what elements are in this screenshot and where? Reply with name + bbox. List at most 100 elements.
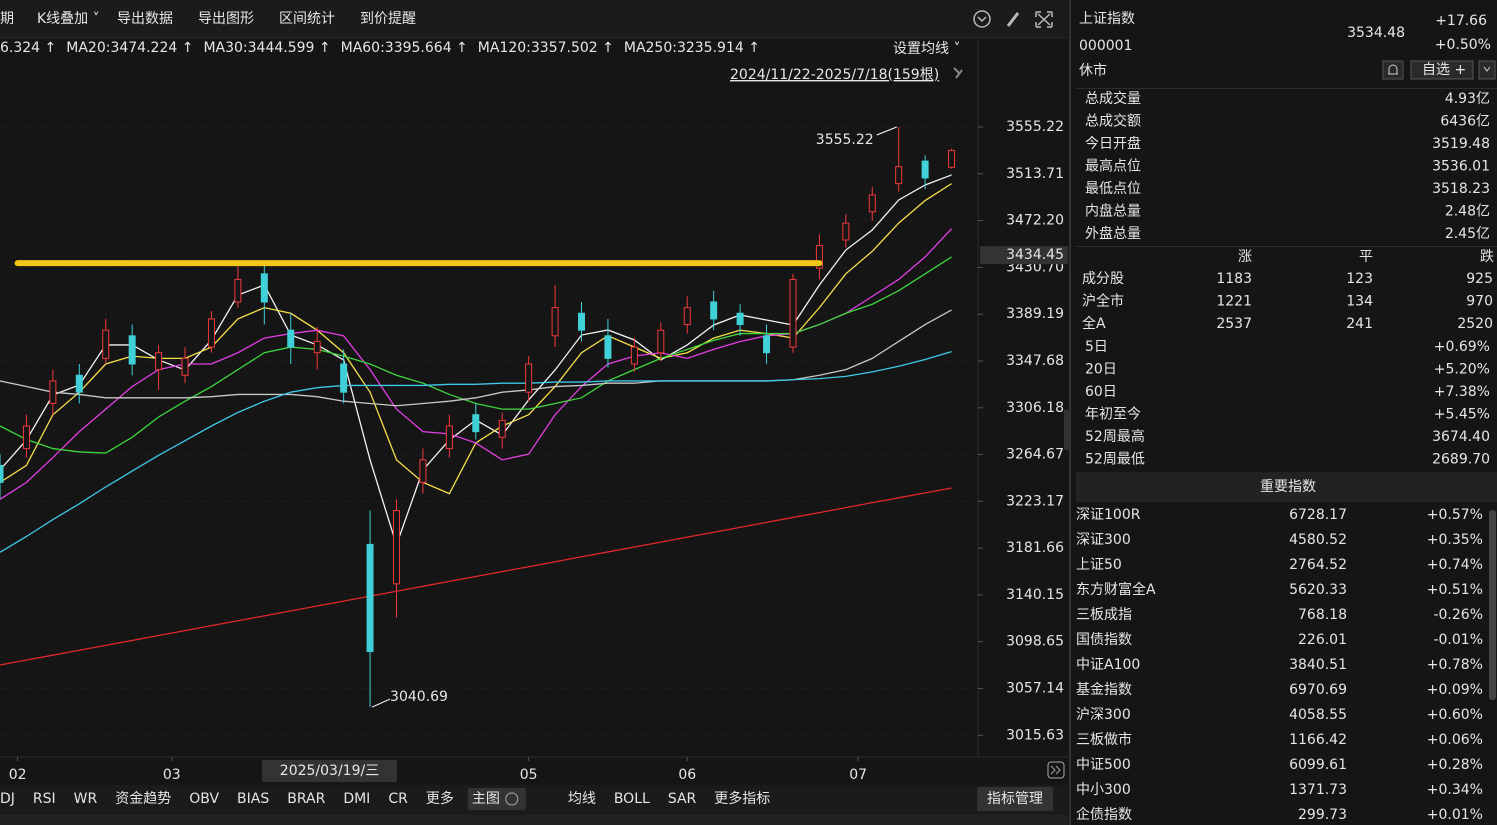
index-name[interactable]: 上证50 — [1076, 557, 1122, 573]
indices-title: 重要指数 — [1260, 479, 1316, 495]
stat-label: 总成交额 — [1085, 113, 1141, 130]
indicator-tab[interactable]: DJ — [0, 791, 15, 807]
legend-entry: MA60:3395.664 ↑ — [341, 40, 468, 56]
watch-button-label[interactable]: 自选 + — [1422, 62, 1466, 78]
icon-collapse[interactable] — [973, 10, 991, 28]
stat-value: 3518.23 — [1432, 181, 1490, 197]
ma-settings[interactable]: 设置均线 ˅ — [893, 41, 960, 57]
index-change: +0.01% — [1427, 807, 1483, 823]
index-value: 4580.52 — [1289, 532, 1347, 548]
index-change: +0.78% — [1427, 657, 1483, 673]
candle-body — [392, 510, 400, 585]
watch-button[interactable] — [1410, 60, 1474, 80]
candle-body — [472, 414, 480, 433]
candle-body — [657, 329, 665, 354]
indicator-tab[interactable]: 均线 — [568, 791, 596, 807]
toolbar-item[interactable]: K线叠加 ˅ — [37, 11, 100, 27]
candle-body — [49, 380, 57, 404]
indicator-tab[interactable]: BIAS — [237, 791, 269, 807]
toolbar-item[interactable]: 到价提醒 — [360, 11, 416, 27]
quote-code: 000001 — [1079, 38, 1132, 54]
indicator-tab[interactable]: WR — [74, 791, 98, 807]
icon-fullscreen[interactable] — [1035, 11, 1053, 28]
toolbar-item[interactable]: 导出数据 — [117, 11, 173, 27]
toolbar-item[interactable]: 导出图形 — [198, 11, 254, 27]
stat-label: 最高点位 — [1085, 158, 1141, 175]
indicator-tab[interactable]: RSI — [33, 791, 56, 807]
candle-body — [128, 335, 136, 365]
index-name[interactable]: 企债指数 — [1076, 806, 1132, 823]
index-value: 4058.55 — [1289, 707, 1347, 723]
breadth-up: 1221 — [1216, 294, 1252, 310]
candle-body — [895, 166, 903, 185]
crosshair-label: 2025/03/19/三 — [280, 763, 379, 779]
index-name[interactable]: 三板做市 — [1076, 731, 1132, 748]
breadth-down: 2520 — [1457, 316, 1493, 332]
quote-status: 休市 — [1079, 62, 1107, 79]
quote-change: +17.66 — [1435, 13, 1487, 29]
more-icon — [1483, 66, 1491, 72]
y-tick-label: 3555.22 — [1006, 119, 1064, 135]
icon-expand-arrows — [1050, 765, 1061, 775]
breadth-label: 沪全市 — [1082, 293, 1124, 310]
index-name[interactable]: 中小300 — [1076, 782, 1131, 798]
return-label: 52周最低 — [1085, 452, 1145, 468]
indicator-tab[interactable]: 更多 — [426, 790, 454, 807]
price-tag: 3434.45 — [1006, 247, 1064, 263]
bottom-strip — [0, 815, 1068, 825]
indicator-tab[interactable]: OBV — [189, 791, 219, 807]
candle-body — [842, 222, 850, 241]
breadth-label: 全A — [1082, 315, 1106, 332]
legend-entry: MA120:3357.502 ↑ — [478, 40, 614, 56]
index-name[interactable]: 中证500 — [1076, 757, 1131, 773]
index-name[interactable]: 深证100R — [1076, 507, 1141, 523]
return-value: 3674.40 — [1432, 429, 1490, 445]
index-value: 1371.73 — [1289, 782, 1347, 798]
indicator-tab[interactable]: 主图 — [472, 791, 500, 807]
indicator-tab[interactable]: SAR — [668, 791, 697, 807]
bell-button[interactable] — [1382, 60, 1404, 80]
index-name[interactable]: 国债指数 — [1076, 632, 1132, 648]
index-name[interactable]: 中证A100 — [1076, 657, 1140, 673]
index-change: -0.01% — [1433, 632, 1483, 648]
indicator-tab[interactable]: CR — [388, 791, 408, 807]
candle-body — [207, 318, 215, 348]
index-name[interactable]: 沪深300 — [1076, 707, 1131, 723]
stat-value: 4.93亿 — [1445, 91, 1490, 107]
icon-collapse-arrow — [977, 16, 987, 23]
icon-pin[interactable] — [953, 67, 963, 79]
indicator-tab[interactable]: DMI — [343, 791, 370, 807]
candle-body — [366, 543, 374, 652]
high-annotation: 3555.22 — [816, 132, 874, 148]
breadth-flat: 123 — [1346, 271, 1373, 287]
toolbar-item[interactable]: 区间统计 — [279, 11, 335, 27]
candle-body — [789, 278, 797, 348]
indicator-tab[interactable]: 更多指标 — [714, 790, 770, 807]
candle-body — [763, 335, 771, 354]
index-name[interactable]: 深证300 — [1076, 532, 1131, 548]
x-tick-label: 02 — [9, 767, 27, 783]
panel-handle[interactable] — [1064, 410, 1070, 450]
toolbar-item[interactable]: 期 — [0, 11, 14, 27]
index-name[interactable]: 三板成指 — [1076, 607, 1132, 623]
index-change: +0.57% — [1427, 507, 1483, 523]
scrollbar[interactable] — [1489, 510, 1496, 700]
manage-bg[interactable] — [977, 787, 1053, 811]
ma-line — [0, 350, 952, 553]
x-tick-label: 06 — [678, 767, 696, 783]
index-name[interactable]: 东方财富全A — [1076, 581, 1156, 598]
index-value: 768.18 — [1298, 607, 1347, 623]
indicator-tab[interactable]: BOLL — [614, 791, 650, 807]
low-annotation: 3040.69 — [390, 689, 448, 705]
return-label: 60日 — [1085, 384, 1117, 400]
breadth-header: 跌 — [1480, 249, 1494, 265]
icon-expand[interactable] — [1047, 761, 1065, 779]
breadth-down: 925 — [1466, 271, 1493, 287]
indicator-manage[interactable]: 指标管理 — [987, 791, 1043, 807]
indicator-tab[interactable]: BRAR — [287, 791, 325, 807]
indicator-tab[interactable]: 资金趋势 — [115, 791, 171, 807]
more-button[interactable] — [1478, 60, 1496, 80]
index-name[interactable]: 基金指数 — [1076, 681, 1132, 698]
icon-draw[interactable] — [1006, 12, 1020, 27]
